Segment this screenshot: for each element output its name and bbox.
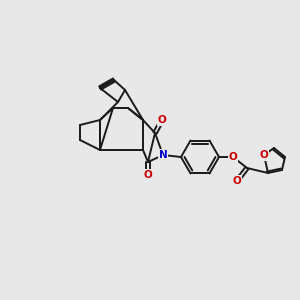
- Text: O: O: [260, 150, 268, 160]
- Text: O: O: [232, 176, 242, 186]
- Text: O: O: [158, 115, 166, 125]
- Text: O: O: [229, 152, 237, 162]
- Text: N: N: [159, 150, 167, 160]
- Text: O: O: [144, 170, 152, 180]
